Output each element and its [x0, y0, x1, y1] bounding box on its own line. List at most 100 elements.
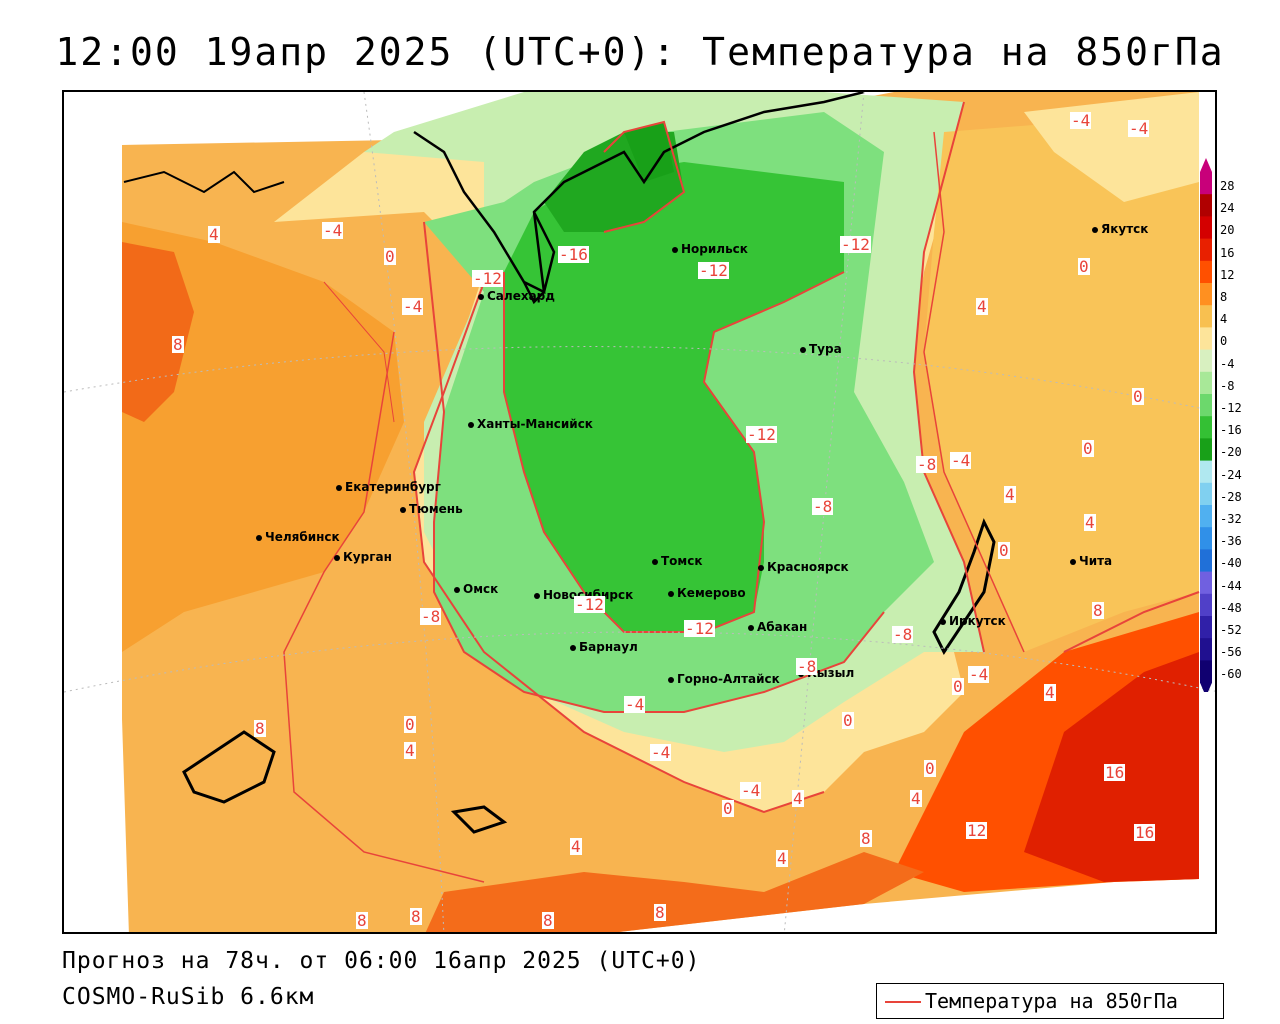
isotherm-label: -4 — [624, 695, 646, 714]
colorbar-arrow-top — [1200, 158, 1212, 172]
isotherm-label: 0 — [952, 677, 964, 696]
city-label: Челябинск — [265, 530, 340, 544]
colorbar-tick-label: -32 — [1220, 512, 1242, 526]
colorbar-swatch — [1200, 283, 1212, 306]
colorbar-swatch — [1200, 505, 1212, 528]
colorbar-swatch — [1200, 260, 1212, 284]
warm-area-east — [924, 112, 1199, 652]
colorbar-swatch — [1200, 593, 1212, 617]
colorbar-swatch — [1200, 460, 1212, 484]
colorbar-swatch — [1200, 172, 1212, 195]
isotherm-label: -12 — [574, 595, 605, 614]
warm-area-west — [122, 222, 404, 652]
city-label: Иркутск — [949, 614, 1006, 628]
city-irkutsk: Иркутск — [940, 614, 1006, 628]
isotherm-label: 0 — [924, 759, 936, 778]
colorbar-swatch — [1200, 238, 1212, 262]
map-title: 12:00 19апр 2025 (UTC+0): Температура на… — [55, 30, 1225, 74]
legend-line-swatch — [885, 1001, 921, 1003]
isotherm-label: 4 — [1004, 485, 1016, 504]
isotherm-label: 16 — [1134, 823, 1156, 842]
city-label: Тюмень — [409, 502, 463, 516]
isotherm-label: -12 — [746, 425, 777, 444]
lake-balkhash — [182, 730, 276, 804]
colorbar-swatch — [1200, 438, 1212, 462]
isotherm-label: -8 — [916, 455, 938, 474]
graticule — [64, 92, 1215, 932]
lake-baikal — [932, 518, 996, 655]
city-label: Екатеринбург — [345, 480, 441, 494]
colorbar-swatch — [1200, 305, 1212, 328]
isotherm-label: 4 — [910, 789, 922, 808]
colorbar-tick-label: -20 — [1220, 445, 1242, 460]
city-kurgan: Курган — [334, 550, 392, 564]
city-label: Чита — [1079, 554, 1113, 568]
arctic-coastline — [413, 92, 865, 295]
city-label: Ханты-Мансийск — [477, 417, 593, 431]
city-label: Тура — [809, 342, 842, 356]
isotherm-label: 8 — [172, 335, 184, 354]
mild-area-east — [1024, 92, 1199, 202]
isotherm-label: 8 — [410, 907, 422, 926]
city-label: Томск — [661, 554, 703, 568]
city-label: Норильск — [681, 242, 748, 256]
city-dot — [940, 618, 946, 625]
colorbar-tick-label: -52 — [1220, 623, 1242, 637]
isotherm-label: 0 — [842, 711, 854, 730]
city-dot — [1070, 558, 1076, 565]
colorbar-tick-label: 0 — [1220, 334, 1228, 349]
colorbar-tick-label: 12 — [1220, 267, 1235, 282]
isotherm-label: 8 — [654, 903, 666, 922]
colorbar-swatch — [1200, 638, 1212, 661]
isotherm-label: -4 — [650, 743, 672, 762]
colorbar-swatch — [1200, 482, 1212, 506]
city-label: Барнаул — [579, 640, 638, 654]
isotherm-label: 0 — [998, 541, 1010, 560]
isotherm-label: 4 — [976, 297, 988, 316]
colorbar-swatch — [1200, 349, 1212, 373]
colorbar-tick-label: -60 — [1220, 667, 1242, 682]
isotherm-contours — [283, 101, 1200, 883]
isotherm-label: 4 — [1044, 683, 1056, 702]
isotherm-label: 8 — [860, 829, 872, 848]
isotherm-label: 8 — [356, 911, 368, 930]
colorbar-tick-label: 24 — [1220, 201, 1235, 216]
colorbar-tick-label: 20 — [1220, 223, 1235, 238]
city-abakan: Абакан — [748, 620, 807, 634]
colorbar-swatch — [1200, 527, 1212, 550]
warm-core-west — [122, 242, 194, 422]
isotherm-label: -4 — [950, 451, 972, 470]
city-yekaterinburg: Екатеринбург — [336, 480, 441, 494]
city-krasnoyarsk: Красноярск — [758, 560, 849, 574]
city-dot — [478, 293, 484, 300]
city-dot — [668, 590, 674, 597]
colorbar-tick-label: 28 — [1220, 179, 1235, 193]
isotherm-label: 4 — [404, 741, 416, 760]
colorbar-swatch — [1200, 571, 1212, 595]
colorbar-tick-label: -24 — [1220, 467, 1242, 482]
kola-coastline — [123, 170, 285, 194]
city-label: Омск — [463, 582, 499, 596]
city-dot — [400, 506, 406, 513]
city-label: Якутск — [1101, 222, 1149, 236]
isotherm-label: -12 — [684, 619, 715, 638]
colorbar-tick-label: 8 — [1220, 290, 1228, 304]
legend-label: Температура на 850гПа — [925, 989, 1178, 1013]
isotherm-label: 0 — [404, 715, 416, 734]
colorbar-tick-label: -28 — [1220, 489, 1242, 504]
forecast-info: Прогноз на 78ч. от 06:00 16апр 2025 (UTC… — [62, 948, 701, 974]
model-name: COSMO-RuSib 6.6км — [62, 984, 315, 1010]
colorbar-tick-label: -16 — [1220, 423, 1242, 438]
colorbar: 28 24 20 16 12 8 4 0 -4 -8 -12 -16 -20 -24 -28 -32 -36 -4… — [1200, 158, 1278, 697]
colorbar-swatch — [1200, 216, 1212, 240]
isotherm-label: 4 — [792, 789, 804, 808]
city-dot — [800, 346, 806, 353]
coldest-core-north — [624, 122, 674, 182]
city-novosibirsk: Новосибирск — [534, 588, 633, 602]
cold-core — [504, 162, 844, 632]
city-tura: Тура — [800, 342, 842, 356]
city-khanty-mansiysk: Ханты-Мансийск — [468, 417, 593, 431]
isotherm-label: -12 — [472, 269, 503, 288]
isotherm-label: 4 — [570, 837, 582, 856]
city-dot — [256, 534, 262, 541]
